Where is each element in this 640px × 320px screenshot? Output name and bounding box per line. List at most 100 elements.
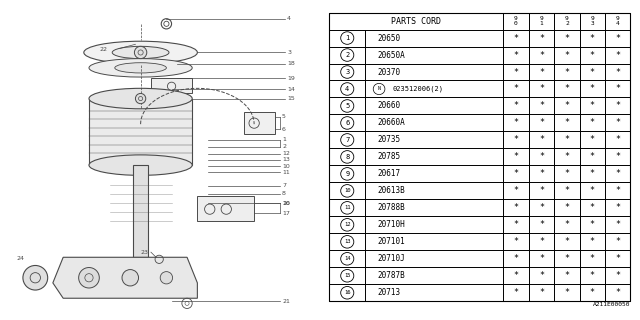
Bar	[529, 199, 554, 216]
Bar	[503, 81, 529, 98]
Bar	[89, 99, 192, 165]
Text: *: *	[590, 237, 595, 246]
Text: *: *	[513, 254, 518, 263]
Text: *: *	[564, 84, 570, 93]
Text: *: *	[539, 101, 544, 110]
Text: 9
4: 9 4	[616, 16, 620, 26]
Bar	[197, 196, 254, 221]
Bar	[365, 46, 503, 63]
Bar	[503, 284, 529, 301]
Text: *: *	[564, 34, 570, 43]
Bar	[605, 233, 630, 250]
Bar	[580, 115, 605, 132]
Text: *: *	[615, 84, 620, 93]
Bar	[554, 250, 580, 267]
Bar	[503, 12, 529, 29]
Text: *: *	[513, 84, 518, 93]
Text: *: *	[513, 118, 518, 127]
Bar	[330, 250, 365, 267]
Bar	[529, 233, 554, 250]
Bar	[580, 284, 605, 301]
Text: *: *	[615, 169, 620, 178]
Bar	[330, 233, 365, 250]
Bar	[554, 115, 580, 132]
Bar	[605, 132, 630, 148]
Text: 5: 5	[345, 103, 349, 109]
Bar	[503, 63, 529, 81]
Bar	[151, 78, 192, 93]
Text: 20650A: 20650A	[378, 51, 405, 60]
Text: *: *	[615, 118, 620, 127]
Bar	[365, 284, 503, 301]
Text: 9
3: 9 3	[591, 16, 594, 26]
Text: 11: 11	[344, 205, 351, 210]
Bar	[365, 29, 503, 46]
Text: 5: 5	[282, 115, 286, 119]
Text: *: *	[564, 101, 570, 110]
Text: *: *	[590, 203, 595, 212]
Bar	[605, 267, 630, 284]
Bar	[365, 182, 503, 199]
Text: *: *	[513, 152, 518, 161]
Text: *: *	[564, 135, 570, 144]
Bar	[580, 216, 605, 233]
Text: 4: 4	[345, 86, 349, 92]
Bar	[529, 46, 554, 63]
Bar	[580, 233, 605, 250]
Text: *: *	[615, 152, 620, 161]
Ellipse shape	[89, 88, 192, 109]
Text: 23: 23	[141, 250, 148, 255]
Bar	[605, 63, 630, 81]
Text: 20650: 20650	[378, 34, 401, 43]
Ellipse shape	[89, 59, 192, 77]
Bar	[605, 46, 630, 63]
Text: A211E00050: A211E00050	[593, 302, 630, 307]
Text: *: *	[513, 34, 518, 43]
Text: *: *	[590, 271, 595, 280]
Text: *: *	[513, 101, 518, 110]
Text: *: *	[513, 51, 518, 60]
Circle shape	[134, 46, 147, 59]
Text: 20788B: 20788B	[378, 203, 405, 212]
Text: 2: 2	[345, 52, 349, 58]
Bar	[580, 267, 605, 284]
Bar	[503, 46, 529, 63]
Bar	[554, 29, 580, 46]
Bar	[365, 98, 503, 115]
Bar	[365, 165, 503, 182]
Text: *: *	[564, 254, 570, 263]
Text: 14: 14	[287, 87, 295, 92]
Text: *: *	[564, 51, 570, 60]
Text: 2: 2	[282, 144, 286, 149]
Bar	[529, 98, 554, 115]
Text: *: *	[564, 203, 570, 212]
Text: *: *	[539, 169, 544, 178]
Circle shape	[136, 93, 146, 104]
Text: 13: 13	[344, 239, 351, 244]
Text: *: *	[590, 84, 595, 93]
Bar	[605, 12, 630, 29]
Bar	[503, 115, 529, 132]
Text: 19: 19	[287, 76, 295, 81]
Text: *: *	[615, 203, 620, 212]
Text: *: *	[564, 186, 570, 196]
Text: 4: 4	[287, 16, 291, 21]
Bar	[330, 63, 365, 81]
Bar	[529, 115, 554, 132]
Bar	[605, 284, 630, 301]
Bar	[330, 12, 503, 29]
Text: *: *	[564, 271, 570, 280]
Bar	[529, 63, 554, 81]
Text: 7: 7	[282, 183, 286, 188]
Text: PARTS CORD: PARTS CORD	[391, 17, 442, 26]
Ellipse shape	[84, 41, 197, 64]
Bar	[529, 148, 554, 165]
Bar	[580, 81, 605, 98]
Bar	[529, 267, 554, 284]
Text: 20787B: 20787B	[378, 271, 405, 280]
Text: 8: 8	[282, 191, 286, 196]
Text: *: *	[615, 220, 620, 229]
Text: *: *	[564, 169, 570, 178]
Text: *: *	[615, 254, 620, 263]
Text: *: *	[590, 169, 595, 178]
